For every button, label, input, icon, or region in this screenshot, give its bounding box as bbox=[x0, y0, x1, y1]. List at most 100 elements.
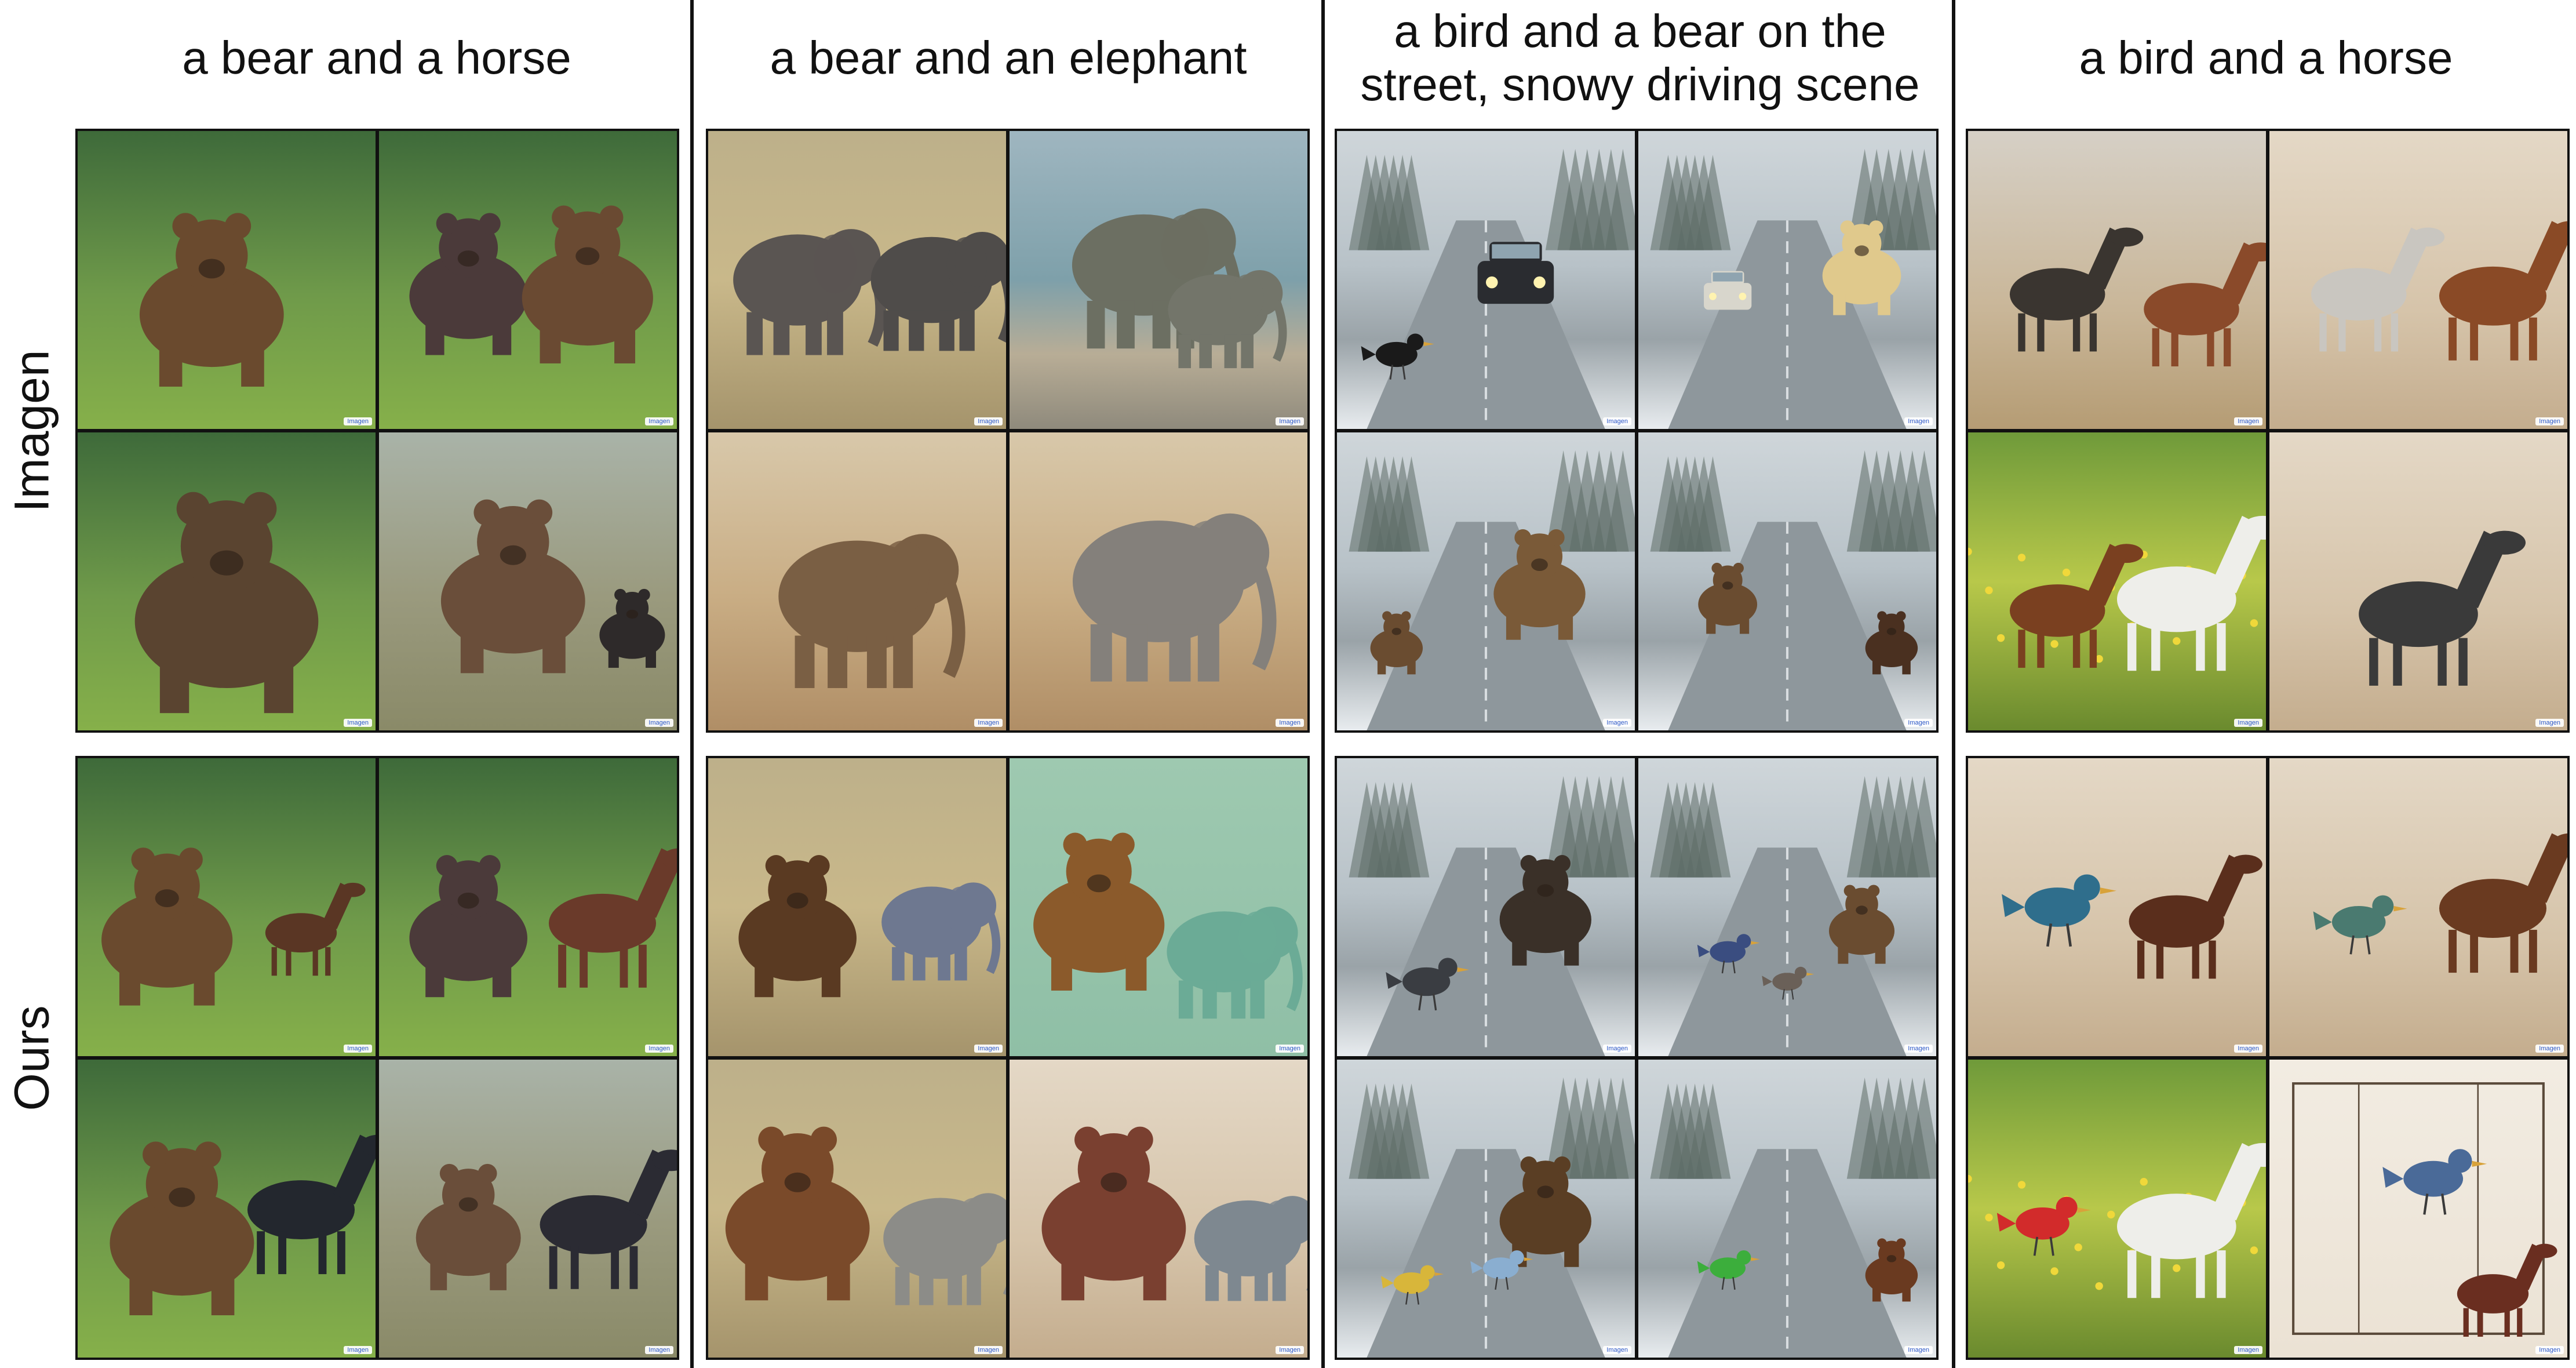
bird-figure bbox=[1470, 1250, 1533, 1290]
image-content bbox=[1010, 758, 1307, 1056]
bird-figure bbox=[1762, 966, 1815, 1000]
image-content bbox=[1968, 1060, 2266, 1358]
generated-image-tile: Imagen bbox=[1010, 1060, 1307, 1358]
image-grid-ours-col-1: Imagen Imagen Imagen Imagen bbox=[75, 756, 679, 1360]
watermark-label: Imagen bbox=[2535, 417, 2564, 425]
generated-image-tile: Imagen bbox=[1968, 432, 2266, 730]
horse-figure bbox=[2009, 544, 2144, 668]
image-content bbox=[1638, 1060, 1936, 1358]
image-content bbox=[1968, 758, 2266, 1056]
bear-figure bbox=[1822, 220, 1901, 315]
watermark-label: Imagen bbox=[1276, 719, 1304, 727]
column-title-4: a bird and a horse bbox=[2079, 32, 2453, 83]
bear-figure bbox=[1033, 832, 1165, 991]
generated-image-tile: Imagen bbox=[2269, 131, 2567, 429]
column-divider-3 bbox=[1952, 0, 1955, 1368]
image-content bbox=[1968, 131, 2266, 429]
column-divider-2 bbox=[1321, 0, 1325, 1368]
watermark-label: Imagen bbox=[344, 1346, 372, 1354]
elephant-figure bbox=[1168, 270, 1287, 369]
image-content bbox=[379, 1060, 677, 1358]
generated-image-tile: Imagen bbox=[1638, 1060, 1936, 1358]
watermark-label: Imagen bbox=[2535, 1045, 2564, 1053]
bird-figure bbox=[1381, 1265, 1444, 1305]
watermark-label: Imagen bbox=[1603, 719, 1631, 727]
horse-figure bbox=[2129, 854, 2262, 979]
image-content bbox=[1337, 1060, 1635, 1358]
image-content bbox=[1638, 758, 1936, 1056]
elephant-figure bbox=[1072, 513, 1277, 682]
bear-figure bbox=[1499, 1156, 1591, 1267]
bear-figure bbox=[522, 205, 653, 363]
generated-image-tile: Imagen bbox=[2269, 432, 2567, 730]
watermark-label: Imagen bbox=[1904, 417, 1933, 425]
watermark-label: Imagen bbox=[1603, 1346, 1631, 1354]
bear-figure bbox=[409, 855, 527, 998]
watermark-label: Imagen bbox=[2535, 1346, 2564, 1354]
watermark-label: Imagen bbox=[2234, 417, 2262, 425]
watermark-label: Imagen bbox=[645, 719, 673, 727]
image-content bbox=[78, 758, 376, 1056]
watermark-label: Imagen bbox=[645, 1346, 673, 1354]
watermark-label: Imagen bbox=[974, 719, 1003, 727]
generated-image-tile: Imagen bbox=[78, 432, 376, 730]
elephant-figure bbox=[733, 229, 886, 355]
watermark-label: Imagen bbox=[974, 1045, 1003, 1053]
column-title-2: a bear and an elephant bbox=[770, 32, 1247, 83]
bear-figure bbox=[1865, 611, 1918, 675]
bear-figure bbox=[409, 213, 527, 355]
horse-figure bbox=[2144, 242, 2266, 367]
horse-figure bbox=[2117, 515, 2266, 671]
watermark-label: Imagen bbox=[645, 1045, 673, 1053]
image-content bbox=[1337, 432, 1635, 730]
watermark-label: Imagen bbox=[1904, 1045, 1933, 1053]
generated-image-tile: Imagen bbox=[1337, 1060, 1635, 1358]
bear-figure bbox=[139, 213, 284, 387]
generated-image-tile: Imagen bbox=[1968, 758, 2266, 1056]
watermark-label: Imagen bbox=[344, 1045, 372, 1053]
bear-figure bbox=[1865, 1238, 1918, 1302]
generated-image-tile: Imagen bbox=[379, 1060, 677, 1358]
bear-figure bbox=[1370, 611, 1423, 675]
image-content bbox=[708, 758, 1006, 1056]
image-grid-imagen-col-4: Imagen Imagen Imagen Imagen bbox=[1966, 129, 2570, 733]
bird-figure bbox=[1996, 1196, 2091, 1256]
watermark-label: Imagen bbox=[344, 719, 372, 727]
horse-figure bbox=[548, 848, 677, 988]
generated-image-tile: Imagen bbox=[78, 1060, 376, 1358]
watermark-label: Imagen bbox=[2234, 1045, 2262, 1053]
watermark-label: Imagen bbox=[2234, 719, 2262, 727]
car-figure bbox=[1477, 242, 1554, 304]
generated-image-tile: Imagen bbox=[1337, 131, 1635, 429]
watermark-label: Imagen bbox=[974, 417, 1003, 425]
bear-figure bbox=[725, 1126, 870, 1301]
horse-figure bbox=[2359, 530, 2526, 686]
generated-image-tile: Imagen bbox=[1638, 758, 1936, 1056]
image-content bbox=[78, 1060, 376, 1358]
watermark-label: Imagen bbox=[1603, 417, 1631, 425]
image-content bbox=[2269, 1060, 2567, 1358]
generated-image-tile: Imagen bbox=[2269, 758, 2567, 1056]
image-content bbox=[1010, 131, 1307, 429]
generated-image-tile: Imagen bbox=[708, 758, 1006, 1056]
column-divider-1 bbox=[690, 0, 694, 1368]
generated-image-tile: Imagen bbox=[708, 1060, 1006, 1358]
image-content bbox=[708, 1060, 1006, 1358]
bird-figure bbox=[1361, 333, 1434, 380]
elephant-figure bbox=[883, 1193, 1006, 1305]
generated-image-tile: Imagen bbox=[379, 758, 677, 1056]
image-content bbox=[2269, 758, 2567, 1056]
image-content bbox=[1010, 1060, 1307, 1358]
watermark-label: Imagen bbox=[645, 417, 673, 425]
horse-figure bbox=[265, 882, 366, 976]
image-content bbox=[708, 432, 1006, 730]
bear-figure bbox=[599, 588, 665, 668]
row-label-ours: Ours bbox=[4, 1005, 59, 1111]
image-grid-imagen-col-3: Imagen Imagen Imagen Imagen bbox=[1335, 129, 1939, 733]
bear-figure bbox=[101, 847, 233, 1006]
generated-image-tile: Imagen bbox=[379, 131, 677, 429]
bear-figure bbox=[1041, 1126, 1186, 1301]
generated-image-tile: Imagen bbox=[78, 758, 376, 1056]
image-content bbox=[78, 131, 376, 429]
generated-image-tile: Imagen bbox=[1337, 432, 1635, 730]
